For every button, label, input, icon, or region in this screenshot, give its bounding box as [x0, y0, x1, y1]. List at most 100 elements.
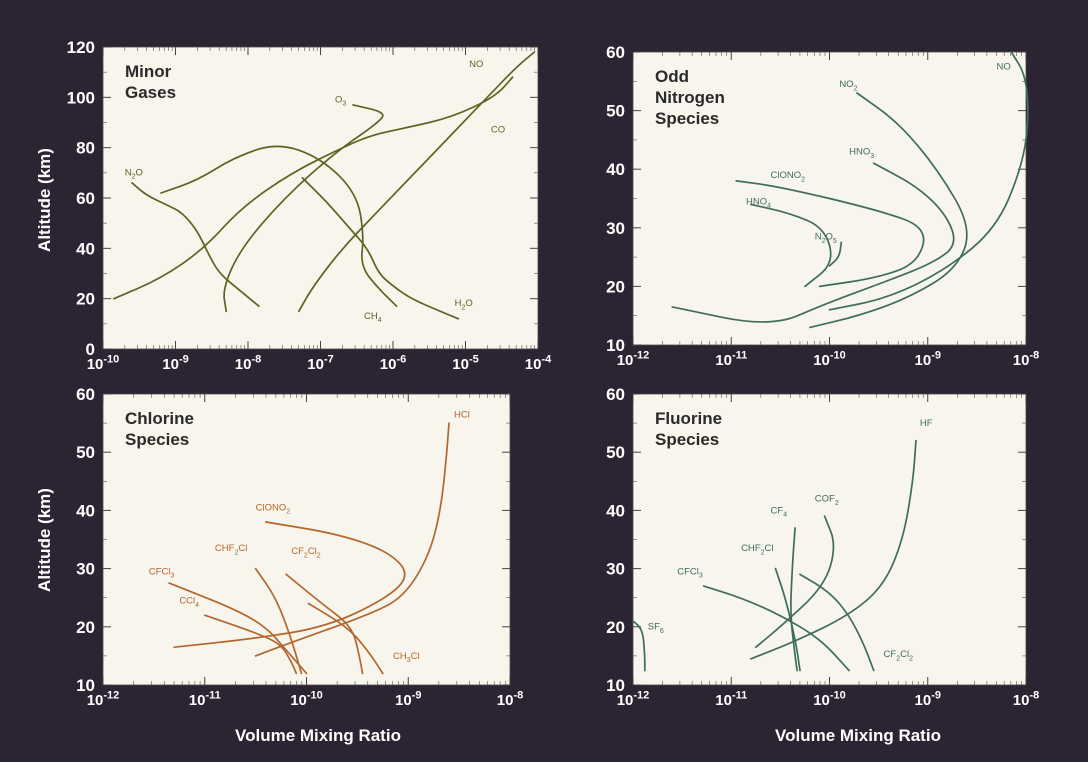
- series-label-ccl4: CCl4: [179, 596, 199, 609]
- series-label-clono2: ClONO2: [771, 170, 806, 183]
- x-tick-label: 10-10: [813, 689, 846, 709]
- x-tick-label: 10-10: [87, 353, 120, 373]
- y-tick-label: 60: [76, 189, 95, 208]
- series-label-hno4: HNO4: [746, 196, 771, 209]
- series-line-cf2cl2: [799, 573, 875, 672]
- y-tick-label: 30: [606, 560, 625, 579]
- y-tick-label: 50: [606, 102, 625, 121]
- series-line-h2o: [301, 177, 460, 320]
- y-tick-label: 0: [86, 340, 95, 359]
- y-tick-label: 60: [606, 43, 625, 62]
- panel-minor-gases: 10-10 10-9 10-8 10-7 10-6 10-5 10-4 0 20 40 60 80 10…: [67, 38, 552, 373]
- x-tick-label: 10-10: [813, 349, 846, 369]
- series-line-co: [113, 76, 514, 300]
- y-tick-label: 20: [76, 290, 95, 309]
- x-tick-label: 10-9: [395, 689, 421, 709]
- y-tick-label: 30: [606, 219, 625, 238]
- x-tick-label: 10-8: [1013, 349, 1039, 369]
- y-tick-label: 20: [76, 618, 95, 637]
- series-label-cf2cl2: CF2Cl2: [884, 649, 914, 662]
- y-tick-label: 40: [76, 239, 95, 258]
- series-line-ccl4: [203, 614, 298, 675]
- series-label-ch4: CH4: [364, 311, 382, 324]
- y-tick-label: 60: [606, 385, 625, 404]
- panel-fluorine: 10-12 10-11 10-10 10-9 10-8 10 20 30 40 50 60 Fluor…: [606, 385, 1039, 709]
- y-tick-label: 30: [76, 560, 95, 579]
- y-tick-label: 50: [606, 443, 625, 462]
- y-tick-label: 60: [76, 385, 95, 404]
- x-tick-label: 10-10: [290, 689, 323, 709]
- series-line-cf2cl2: [285, 573, 364, 675]
- x-tick-label: 10-12: [87, 689, 120, 709]
- series-label-n2o: N2O: [125, 167, 143, 180]
- y-tick-label: 10: [76, 676, 95, 695]
- panel-odd-nitrogen: 10-12 10-11 10-10 10-9 10-8 10 20 30 40 50 60 Odd Ni…: [606, 43, 1039, 369]
- panel-chlorine: 10-12 10-11 10-10 10-9 10-8 10 20 30 40 50 60 Chlor…: [76, 385, 523, 709]
- y-axis-label-bottom: Altitude (km): [35, 488, 54, 592]
- panel-title: Chlorine Species: [125, 409, 194, 449]
- series-label-h2o: H2O: [455, 298, 473, 311]
- y-tick-label: 20: [606, 277, 625, 296]
- x-axis-label-left: Volume Mixing Ratio: [235, 726, 401, 745]
- x-tick-label: 10-11: [189, 689, 221, 709]
- y-tick-label: 20: [606, 618, 625, 637]
- panel-title: Fluorine Species: [655, 409, 722, 449]
- x-tick-label: 10-8: [497, 689, 523, 709]
- series-label-n2o5: N2O5: [815, 232, 837, 245]
- series-label-no2: NO2: [839, 79, 857, 92]
- series-line-chf2cl: [774, 567, 801, 672]
- y-tick-label: 10: [606, 336, 625, 355]
- series-label-co: CO: [491, 125, 505, 136]
- plot-area: [102, 46, 539, 350]
- y-tick-label: 120: [67, 38, 95, 57]
- series-label-hf: HF: [920, 418, 933, 429]
- panel-title: Minor Gases: [125, 62, 176, 102]
- series-label-clono2: ClONO2: [256, 502, 291, 515]
- x-tick-label: 10-11: [715, 689, 747, 709]
- series-label-cf4: CF4: [771, 505, 788, 518]
- y-tick-label: 40: [606, 501, 625, 520]
- y-axis-label-top: Altitude (km): [35, 148, 54, 252]
- y-tick-label: 80: [76, 139, 95, 158]
- x-axis-label-right: Volume Mixing Ratio: [775, 726, 941, 745]
- series-label-cf2cl2: CF2Cl2: [291, 546, 321, 559]
- series-label-cof2: COF2: [815, 494, 839, 507]
- series-label-cfcl3: CFCl3: [677, 566, 703, 579]
- series-line-no2: [809, 92, 968, 329]
- x-tick-label: 10-6: [380, 353, 406, 373]
- x-tick-label: 10-7: [307, 353, 333, 373]
- series-line-cfcl3: [168, 582, 308, 675]
- series-line-hf: [750, 439, 917, 660]
- series-line-hno3: [671, 162, 955, 323]
- series-line-ch4: [160, 145, 398, 308]
- series-line-cf4: [790, 527, 798, 672]
- series-label-ch3cl: CH3Cl: [393, 651, 420, 664]
- series-label-no: NO: [997, 62, 1011, 73]
- x-tick-label: 10-9: [915, 349, 941, 369]
- series-label-o3: O3: [335, 94, 346, 107]
- series-label-no: NO: [469, 59, 483, 70]
- x-tick-label: 10-8: [1013, 689, 1039, 709]
- series-line-sf6: [632, 620, 646, 672]
- x-tick-label: 10-9: [162, 353, 188, 373]
- series-line-no: [297, 51, 536, 313]
- y-tick-label: 40: [606, 160, 625, 179]
- series-line-n2o5: [828, 241, 843, 267]
- series-line-clono2: [735, 180, 925, 288]
- series-label-hno3: HNO3: [849, 147, 874, 160]
- series-line-hno4: [750, 203, 832, 288]
- series-line-cfcl3: [702, 585, 850, 672]
- x-tick-label: 10-8: [235, 353, 261, 373]
- x-tick-label: 10-11: [715, 349, 747, 369]
- series-line-hcl: [254, 422, 450, 657]
- y-tick-label: 100: [67, 88, 95, 107]
- y-tick-label: 50: [76, 443, 95, 462]
- x-tick-label: 10-12: [617, 349, 650, 369]
- series-line-n2o: [131, 182, 260, 308]
- series-line-o3: [223, 104, 384, 313]
- plot-area: [632, 393, 1027, 686]
- series-line-chf2cl: [254, 567, 303, 675]
- panel-title: Odd Nitrogen Species: [655, 67, 725, 128]
- x-tick-label: 10-5: [452, 353, 478, 373]
